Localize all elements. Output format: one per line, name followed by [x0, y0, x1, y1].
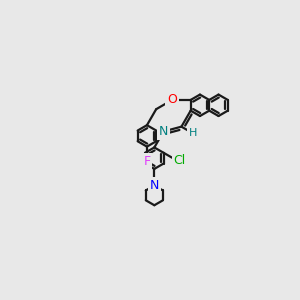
Text: F: F [143, 155, 151, 168]
Text: N: N [150, 179, 159, 192]
Text: H: H [188, 128, 197, 138]
Text: O: O [167, 93, 177, 106]
Text: N: N [159, 125, 168, 138]
Text: Cl: Cl [173, 154, 186, 167]
